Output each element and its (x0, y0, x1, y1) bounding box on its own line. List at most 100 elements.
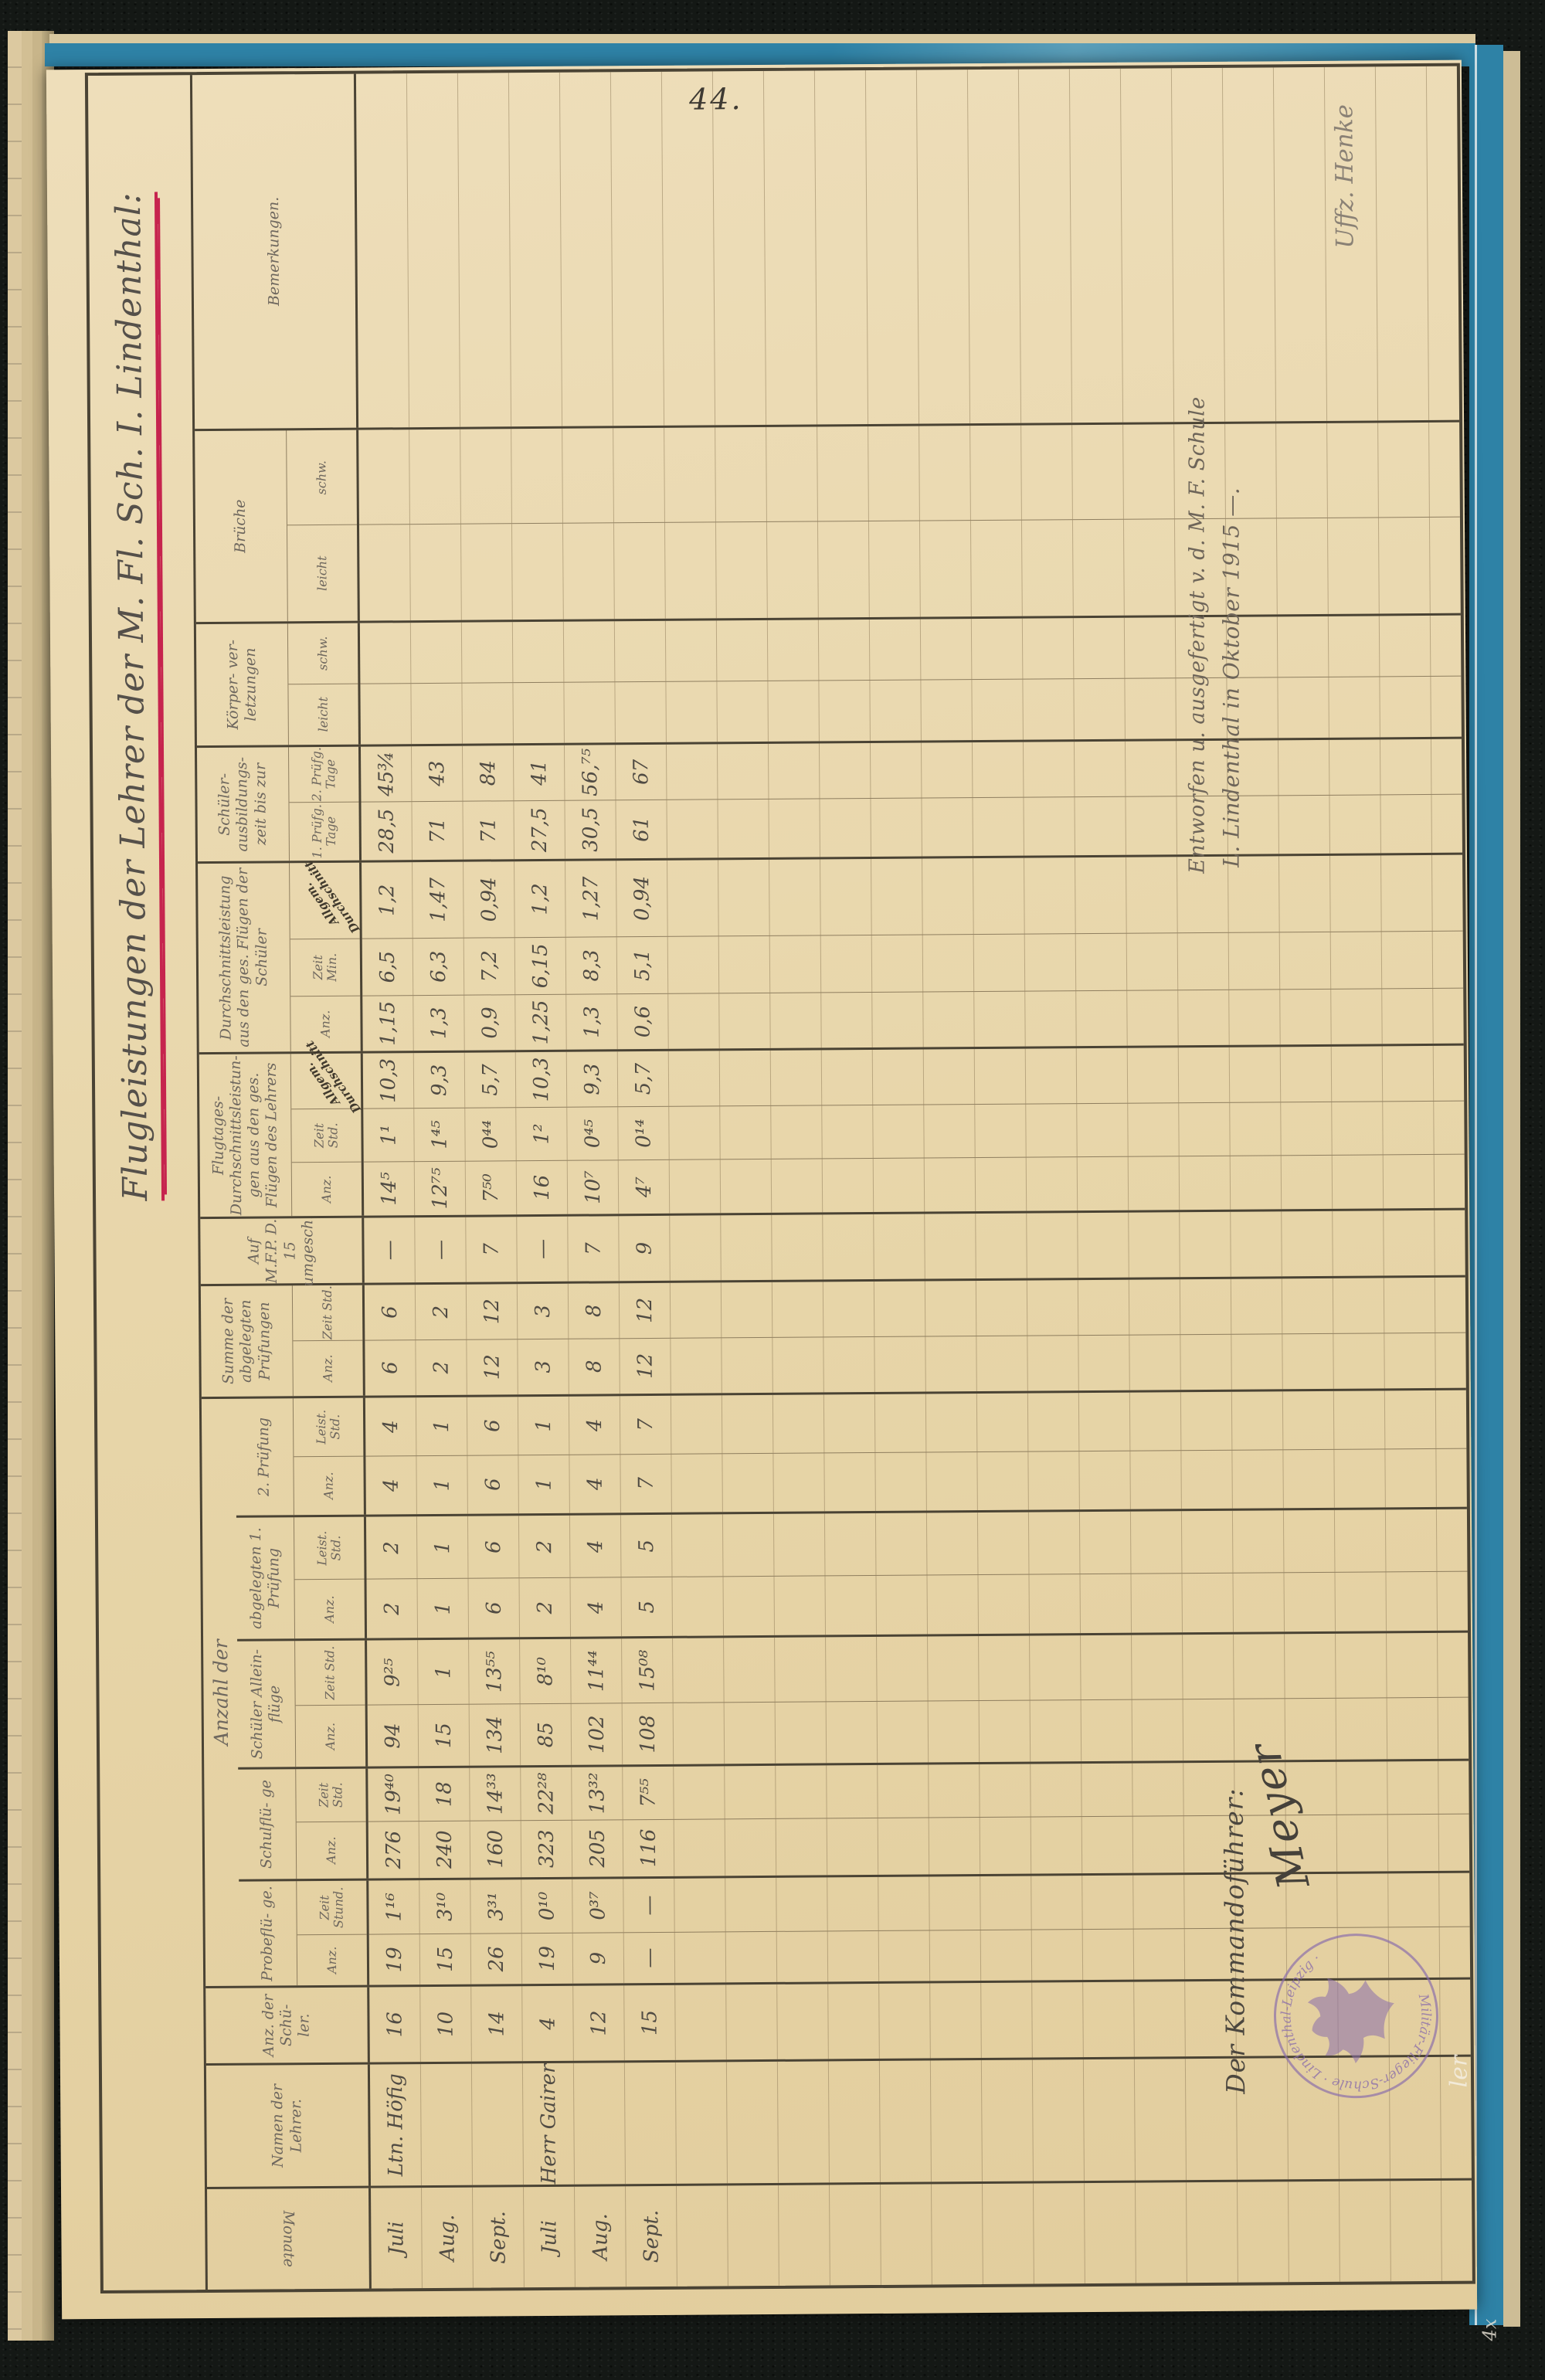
table-cell (1435, 1332, 1466, 1388)
subheader-row: Anz. Zeit Min. Allgem. Durchschnitt (289, 858, 362, 1052)
table-cell (773, 1452, 825, 1512)
table-cell (725, 1931, 778, 1983)
table-cell (981, 2059, 1034, 2182)
table-cell: 3 (518, 1339, 569, 1395)
table-cell (773, 1513, 826, 1577)
unit-stamp: Militär-Flieger-Schule · Lindenthal-Leip… (1247, 1906, 1465, 2125)
table-cell (610, 71, 665, 426)
table-cell: — (517, 1216, 569, 1282)
table-cell (661, 71, 716, 426)
table-cell (1438, 1814, 1470, 1871)
column-cells: 6,5 6,3 7,2 6,15 8,3 5,1 (362, 931, 1464, 996)
table-cell (919, 521, 972, 617)
table-cell: 108 (622, 1703, 674, 1765)
table-cell (976, 1280, 1028, 1336)
table-cell (670, 1215, 722, 1281)
table-cell (1031, 1764, 1082, 1817)
column-header: Schulflü- ge Anz. Zeit Std. (238, 1768, 369, 1879)
table-cell (820, 798, 871, 857)
table-cell (1129, 1279, 1181, 1335)
column-pruefung2: 2. Prüfung Anz. Leist. Std. 4 1 6 1 4 7 4 1 6 1 4 7 (235, 1390, 1467, 1518)
table-cell (975, 1104, 1027, 1158)
column-schueler-durchschnitt: Durchschnittsleistung aus den ges. Flüge… (198, 854, 1464, 1055)
table-cell: — (623, 1878, 675, 1933)
table-cell (1179, 1156, 1231, 1210)
table-cell (717, 681, 769, 742)
table-cell (1438, 1632, 1469, 1698)
table-cell (1237, 2181, 1289, 2283)
subcolumn-header: Allgem. Durchschnitt (290, 1038, 363, 1116)
table-cell (1082, 1875, 1134, 1930)
table-cell (614, 620, 667, 681)
table-cell (1231, 1211, 1282, 1277)
table-cell (823, 1394, 876, 1452)
table-cell (664, 427, 716, 523)
table-cell (1033, 2183, 1085, 2284)
column-cells: Juli Aug. Sept. Juli Aug. Sept. (371, 2180, 1472, 2289)
table-cell (726, 2061, 779, 2184)
table-cell: 7⁵⁰ (465, 1161, 518, 1215)
table-cell (1026, 1157, 1078, 1211)
table-cell (1077, 1103, 1129, 1157)
table-cell (1022, 618, 1075, 679)
table-cell (1279, 855, 1331, 932)
table-cell: 1,2 (514, 861, 566, 938)
table-cell (1128, 1156, 1180, 1210)
table-cell (1327, 423, 1379, 518)
subcolumn-label: Anz. (323, 1836, 338, 1864)
table-cell (922, 934, 975, 992)
table-cell (872, 1049, 925, 1105)
table-cell (1126, 857, 1178, 933)
table-cell (1127, 1047, 1180, 1103)
table-cell (1132, 1763, 1184, 1816)
table-cell (675, 2062, 728, 2184)
table-cell (929, 1817, 981, 1875)
table-cell (922, 797, 973, 857)
column-header: abgelegten 1. Prüfung Anz. Leist. Std. (236, 1516, 368, 1639)
table-cell: 10,3 (515, 1051, 568, 1108)
table-cell (675, 1984, 727, 2060)
subcolumn-label: Zeit Min. (310, 952, 340, 982)
table-cell: 7,2 (464, 938, 516, 995)
table-cell: 14⁵ (363, 1162, 416, 1216)
subcolumn-label: Zeit Std. (319, 1285, 335, 1340)
table-cell: 19 (521, 1933, 574, 1984)
table-cell (1030, 1700, 1082, 1762)
table-cell (1280, 1046, 1333, 1102)
table-cell (1332, 1155, 1384, 1209)
column-label: Schüler- ausbildungs- zeit bis zur (216, 756, 270, 852)
table-cell (1429, 517, 1461, 613)
subcolumn-header: Anz. (296, 1706, 366, 1767)
table-cell (775, 1702, 827, 1764)
table-cell: 15⁰⁸ (622, 1638, 674, 1703)
note-line-1: Entworfen u. ausgefertigt v. d. M. F. Sc… (1185, 396, 1210, 874)
note-line-2: L. Lindenthal in Oktober 1915 —. (1218, 487, 1244, 867)
table-cell (766, 521, 819, 618)
table-cell (1436, 1448, 1467, 1507)
table-cell: 9 (619, 1215, 671, 1282)
table-cell (925, 1214, 976, 1279)
table-cell: 9,3 (566, 1051, 619, 1107)
table-cell (872, 992, 924, 1047)
column-label: Körper- ver- letzungen (223, 639, 260, 730)
table-cell (1179, 1102, 1231, 1156)
table-cell (1336, 1698, 1388, 1760)
table-cell (1434, 1101, 1465, 1154)
table-cell (671, 1453, 723, 1513)
subcolumn-header: Allgem. Durchschnitt (290, 858, 362, 940)
table-cell: 1² (516, 1107, 568, 1161)
subcolumn-label: Anz. (324, 1946, 339, 1974)
table-cell (406, 73, 461, 428)
table-cell (1233, 1573, 1285, 1632)
table-cell (980, 1930, 1033, 1981)
table-cell: 26 (470, 1934, 523, 1984)
column-body: 14⁵ 12⁷⁵ 7⁵⁰ 16 10⁷ 4⁷ 1¹ 1⁴⁵ 0⁴⁴ 1² 0⁴⁵ 0¹⁴ 10,3 9,3… (362, 1045, 1465, 1216)
page-edge-strip (8, 31, 22, 2341)
table-cell (821, 1050, 874, 1105)
table-cell: 2 (366, 1579, 419, 1638)
table-cell: 5 (620, 1514, 673, 1577)
table-cell (721, 1214, 772, 1281)
table-cell: 14 (471, 1986, 523, 2062)
table-cell (977, 1512, 1030, 1575)
table-cell (1078, 1392, 1131, 1451)
